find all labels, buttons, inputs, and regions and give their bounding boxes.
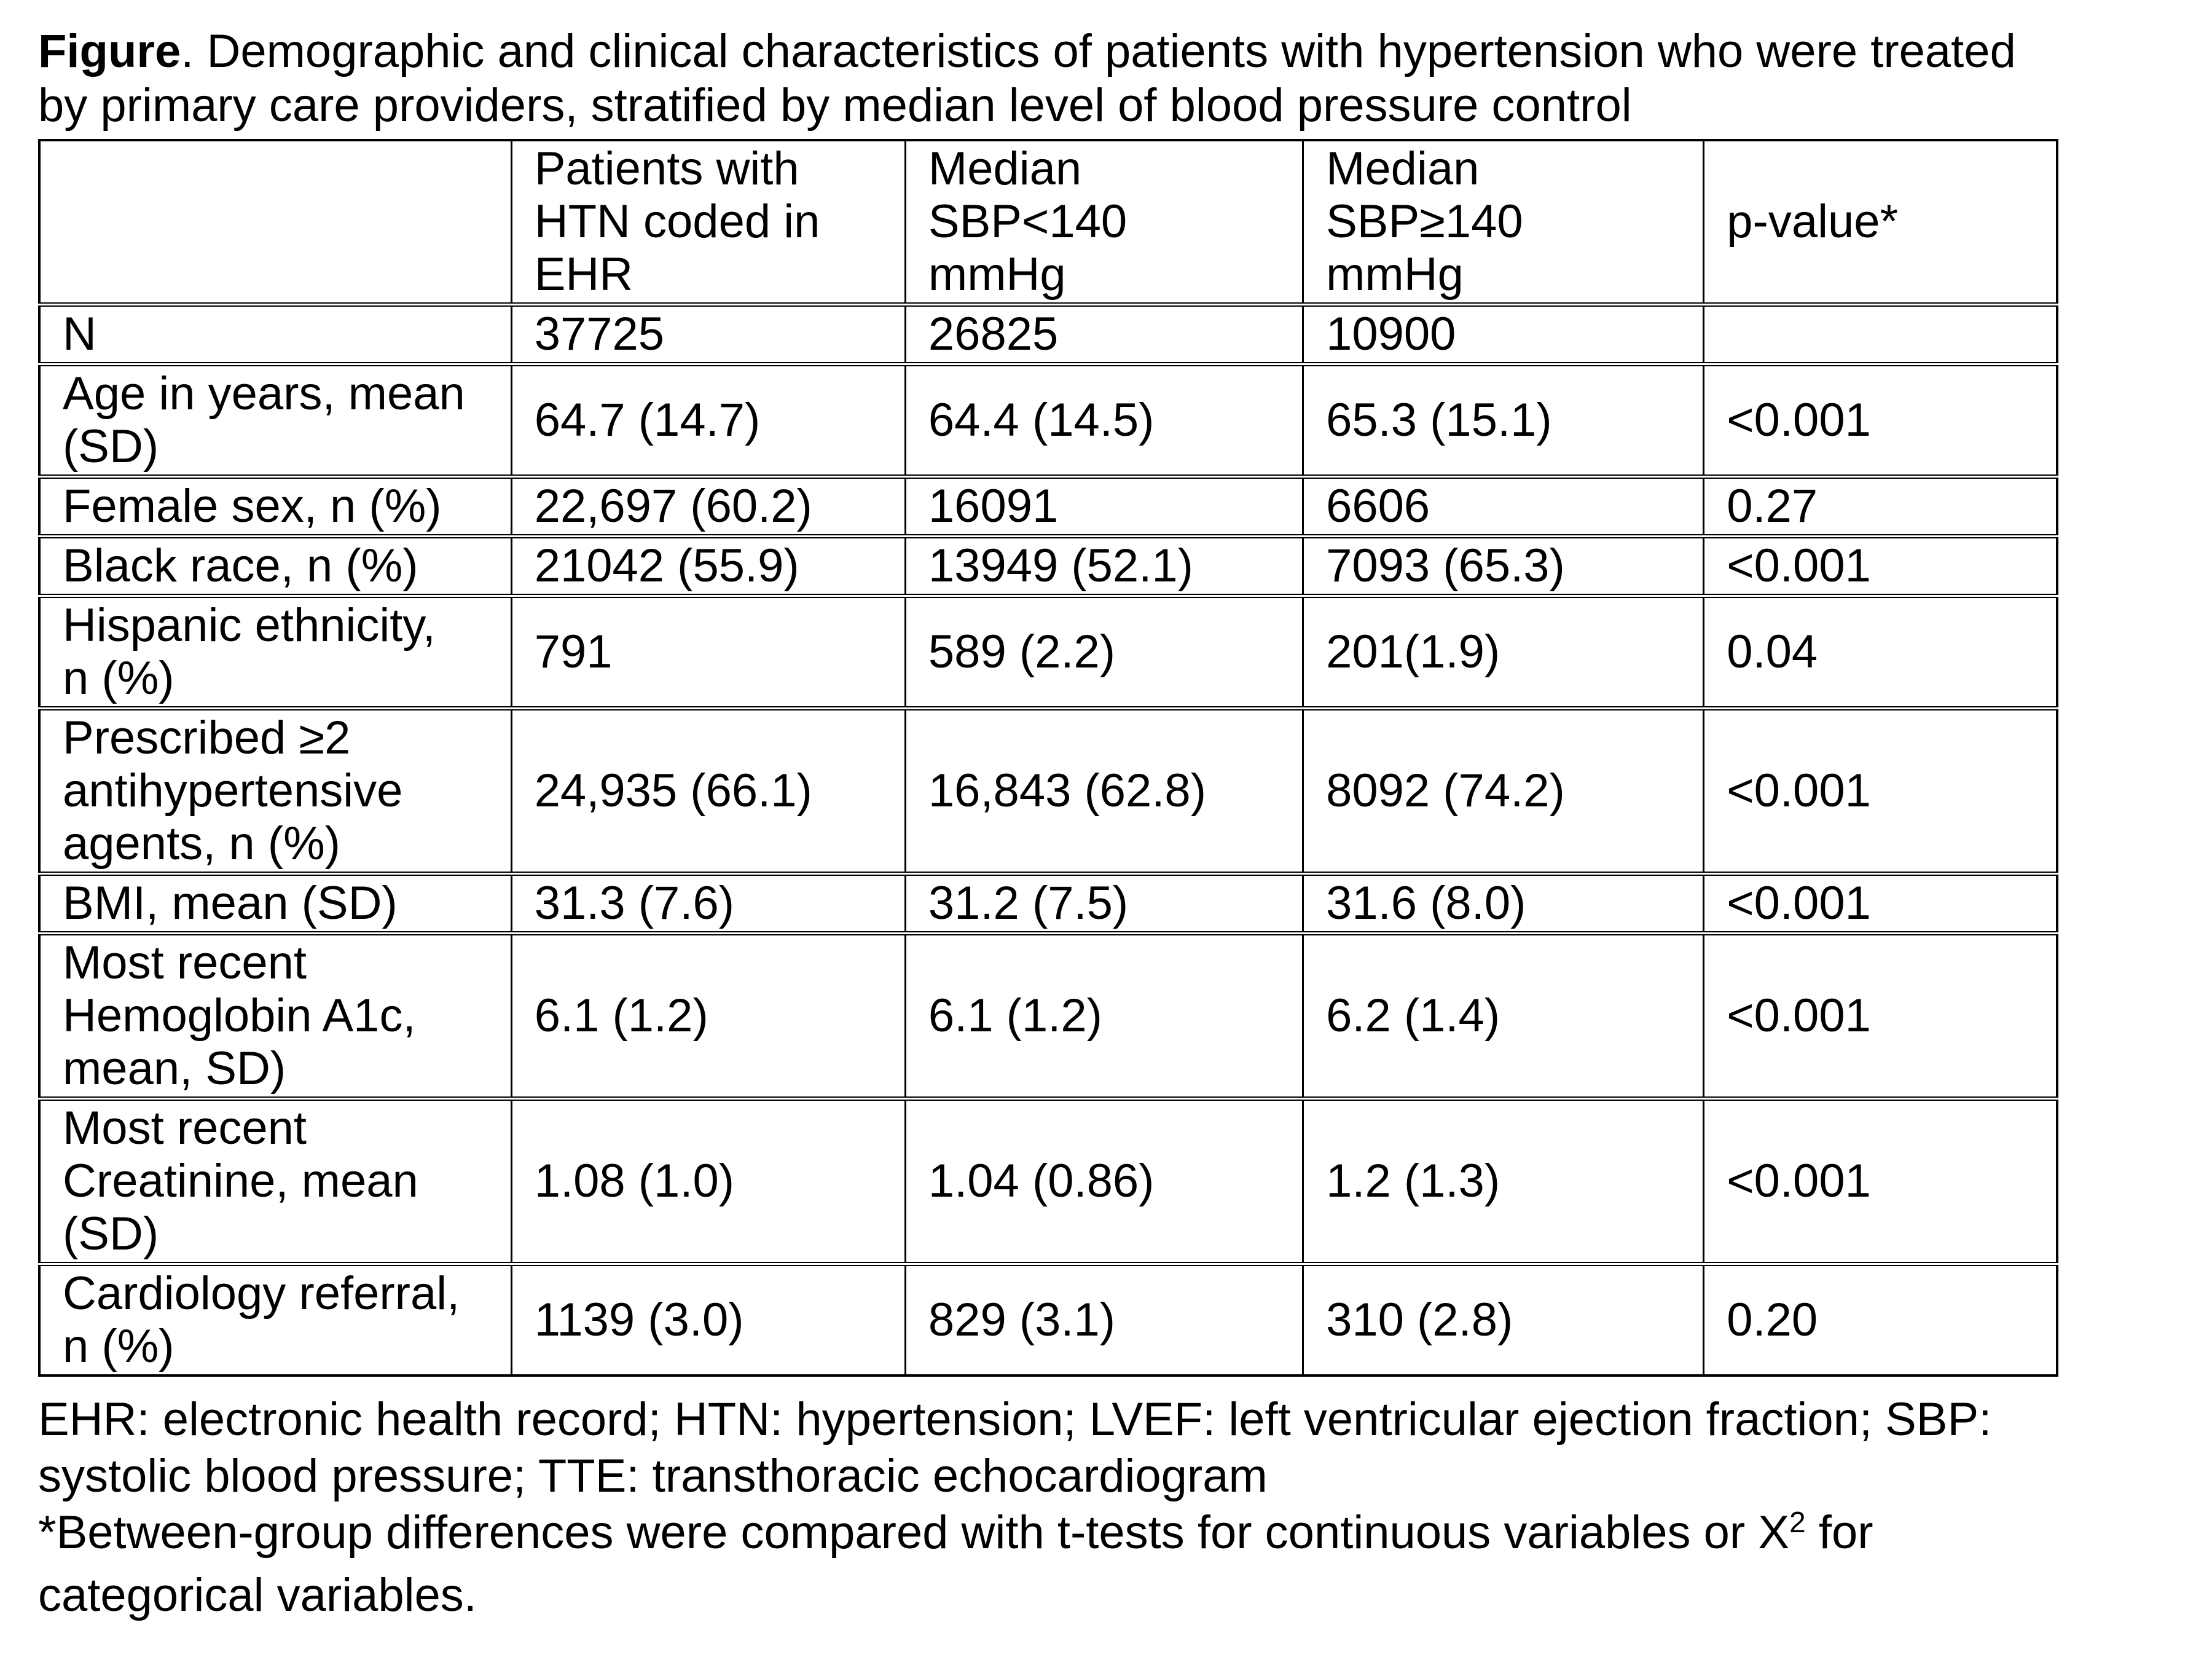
- footnote-statistics-text: *Between-group differences were compared…: [38, 1506, 1790, 1559]
- row-label-bmi: BMI, mean (SD): [39, 873, 512, 935]
- cell-hispanic-patients: 791: [511, 596, 906, 710]
- cell-creatinine-pvalue: <0.001: [1703, 1098, 2058, 1266]
- cell-creatinine-sbp-ge: 1.2 (1.3): [1303, 1098, 1705, 1266]
- cell-age-sbp-ge: 65.3 (15.1): [1303, 364, 1705, 479]
- figure-caption: Figure. Demographic and clinical charact…: [38, 25, 2212, 133]
- cell-black-sbp-lt: 13949 (52.1): [905, 536, 1304, 598]
- row-label-n: N: [39, 304, 512, 366]
- table-row: Most recent Hemoglobin A1c, mean, SD) 6.…: [39, 933, 2058, 1101]
- cell-black-patients: 21042 (55.9): [511, 536, 906, 598]
- table-row: Prescribed ≥2 antihypertensive agents, n…: [39, 708, 2058, 876]
- footnote-statistics-line2: categorical variables.: [38, 1569, 477, 1621]
- figure-table: Patients with HTN coded in EHR Median SB…: [38, 139, 2058, 1377]
- figure-caption-line1: Figure. Demographic and clinical charact…: [38, 25, 2212, 79]
- cell-prescribed-pvalue: <0.001: [1703, 708, 2058, 876]
- cell-cardiology-patients: 1139 (3.0): [511, 1264, 906, 1376]
- footnote-abbreviations-line1: EHR: electronic health record; HTN: hype…: [38, 1393, 1992, 1446]
- table-row: Black race, n (%) 21042 (55.9) 13949 (52…: [39, 536, 2058, 598]
- row-label-hispanic: Hispanic ethnicity, n (%): [39, 596, 512, 710]
- cell-cardiology-sbp-lt: 829 (3.1): [905, 1264, 1304, 1376]
- table-row: Age in years, mean (SD) 64.7 (14.7) 64.4…: [39, 364, 2058, 479]
- header-cell-empty: [39, 140, 512, 307]
- footnote-statistics-line1: *Between-group differences were compared…: [38, 1505, 2212, 1567]
- figure-label: Figure: [38, 25, 181, 77]
- header-cell-median-sbp-lt140: Median SBP<140 mmHg: [905, 140, 1304, 307]
- cell-a1c-pvalue: <0.001: [1703, 933, 2058, 1101]
- cell-prescribed-sbp-ge: 8092 (74.2): [1303, 708, 1705, 876]
- chi-squared-superscript: 2: [1789, 1506, 1806, 1539]
- row-label-creatinine: Most recent Creatinine, mean (SD): [39, 1098, 512, 1266]
- cell-hispanic-sbp-lt: 589 (2.2): [905, 596, 1304, 710]
- table-row: BMI, mean (SD) 31.3 (7.6) 31.2 (7.5) 31.…: [39, 873, 2058, 935]
- cell-n-pvalue: [1703, 304, 2058, 366]
- row-label-hemoglobin-a1c: Most recent Hemoglobin A1c, mean, SD): [39, 933, 512, 1101]
- cell-cardiology-pvalue: 0.20: [1703, 1264, 2058, 1376]
- row-label-prescribed-agents: Prescribed ≥2 antihypertensive agents, n…: [39, 708, 512, 876]
- cell-creatinine-sbp-lt: 1.04 (0.86): [905, 1098, 1304, 1266]
- footnote-abbreviations-line2: systolic blood pressure; TTE: transthora…: [38, 1450, 1268, 1502]
- cell-cardiology-sbp-ge: 310 (2.8): [1303, 1264, 1705, 1376]
- row-label-cardiology-referral: Cardiology referral, n (%): [39, 1264, 512, 1376]
- cell-female-sbp-lt: 16091: [905, 476, 1304, 538]
- cell-hispanic-sbp-ge: 201(1.9): [1303, 596, 1705, 710]
- cell-female-pvalue: 0.27: [1703, 476, 2058, 538]
- cell-female-sbp-ge: 6606: [1303, 476, 1705, 538]
- cell-prescribed-sbp-lt: 16,843 (62.8): [905, 708, 1304, 876]
- footnote-statistics-text-end: for: [1805, 1506, 1873, 1559]
- cell-bmi-patients: 31.3 (7.6): [511, 873, 906, 935]
- cell-a1c-sbp-lt: 6.1 (1.2): [905, 933, 1304, 1101]
- row-label-age: Age in years, mean (SD): [39, 364, 512, 479]
- table-row: Most recent Creatinine, mean (SD) 1.08 (…: [39, 1098, 2058, 1266]
- table-header-row: Patients with HTN coded in EHR Median SB…: [39, 140, 2058, 307]
- cell-hispanic-pvalue: 0.04: [1703, 596, 2058, 710]
- table-row: Cardiology referral, n (%) 1139 (3.0) 82…: [39, 1264, 2058, 1376]
- cell-creatinine-patients: 1.08 (1.0): [511, 1098, 906, 1266]
- header-cell-median-sbp-ge140: Median SBP≥140 mmHg: [1303, 140, 1705, 307]
- row-label-black-race: Black race, n (%): [39, 536, 512, 598]
- figure-caption-line2: by primary care providers, stratified by…: [38, 79, 1632, 132]
- cell-black-sbp-ge: 7093 (65.3): [1303, 536, 1705, 598]
- cell-age-patients: 64.7 (14.7): [511, 364, 906, 479]
- cell-n-sbp-lt: 26825: [905, 304, 1304, 366]
- cell-a1c-patients: 6.1 (1.2): [511, 933, 906, 1101]
- cell-prescribed-patients: 24,935 (66.1): [511, 708, 906, 876]
- header-cell-pvalue: p-value*: [1703, 140, 2058, 307]
- header-cell-patients-htn-ehr: Patients with HTN coded in EHR: [511, 140, 906, 307]
- cell-age-pvalue: <0.001: [1703, 364, 2058, 479]
- cell-n-sbp-ge: 10900: [1303, 304, 1705, 366]
- figure-caption-text: . Demographic and clinical characteristi…: [181, 25, 2016, 77]
- cell-black-pvalue: <0.001: [1703, 536, 2058, 598]
- cell-age-sbp-lt: 64.4 (14.5): [905, 364, 1304, 479]
- cell-female-patients: 22,697 (60.2): [511, 476, 906, 538]
- table-row: Female sex, n (%) 22,697 (60.2) 16091 66…: [39, 476, 2058, 538]
- cell-bmi-sbp-ge: 31.6 (8.0): [1303, 873, 1705, 935]
- cell-n-patients: 37725: [511, 304, 906, 366]
- cell-bmi-pvalue: <0.001: [1703, 873, 2058, 935]
- cell-a1c-sbp-ge: 6.2 (1.4): [1303, 933, 1705, 1101]
- table-row: Hispanic ethnicity, n (%) 791 589 (2.2) …: [39, 596, 2058, 710]
- table-row: N 37725 26825 10900: [39, 304, 2058, 366]
- row-label-female-sex: Female sex, n (%): [39, 476, 512, 538]
- cell-bmi-sbp-lt: 31.2 (7.5): [905, 873, 1304, 935]
- footnotes: EHR: electronic health record; HTN: hype…: [38, 1391, 2212, 1624]
